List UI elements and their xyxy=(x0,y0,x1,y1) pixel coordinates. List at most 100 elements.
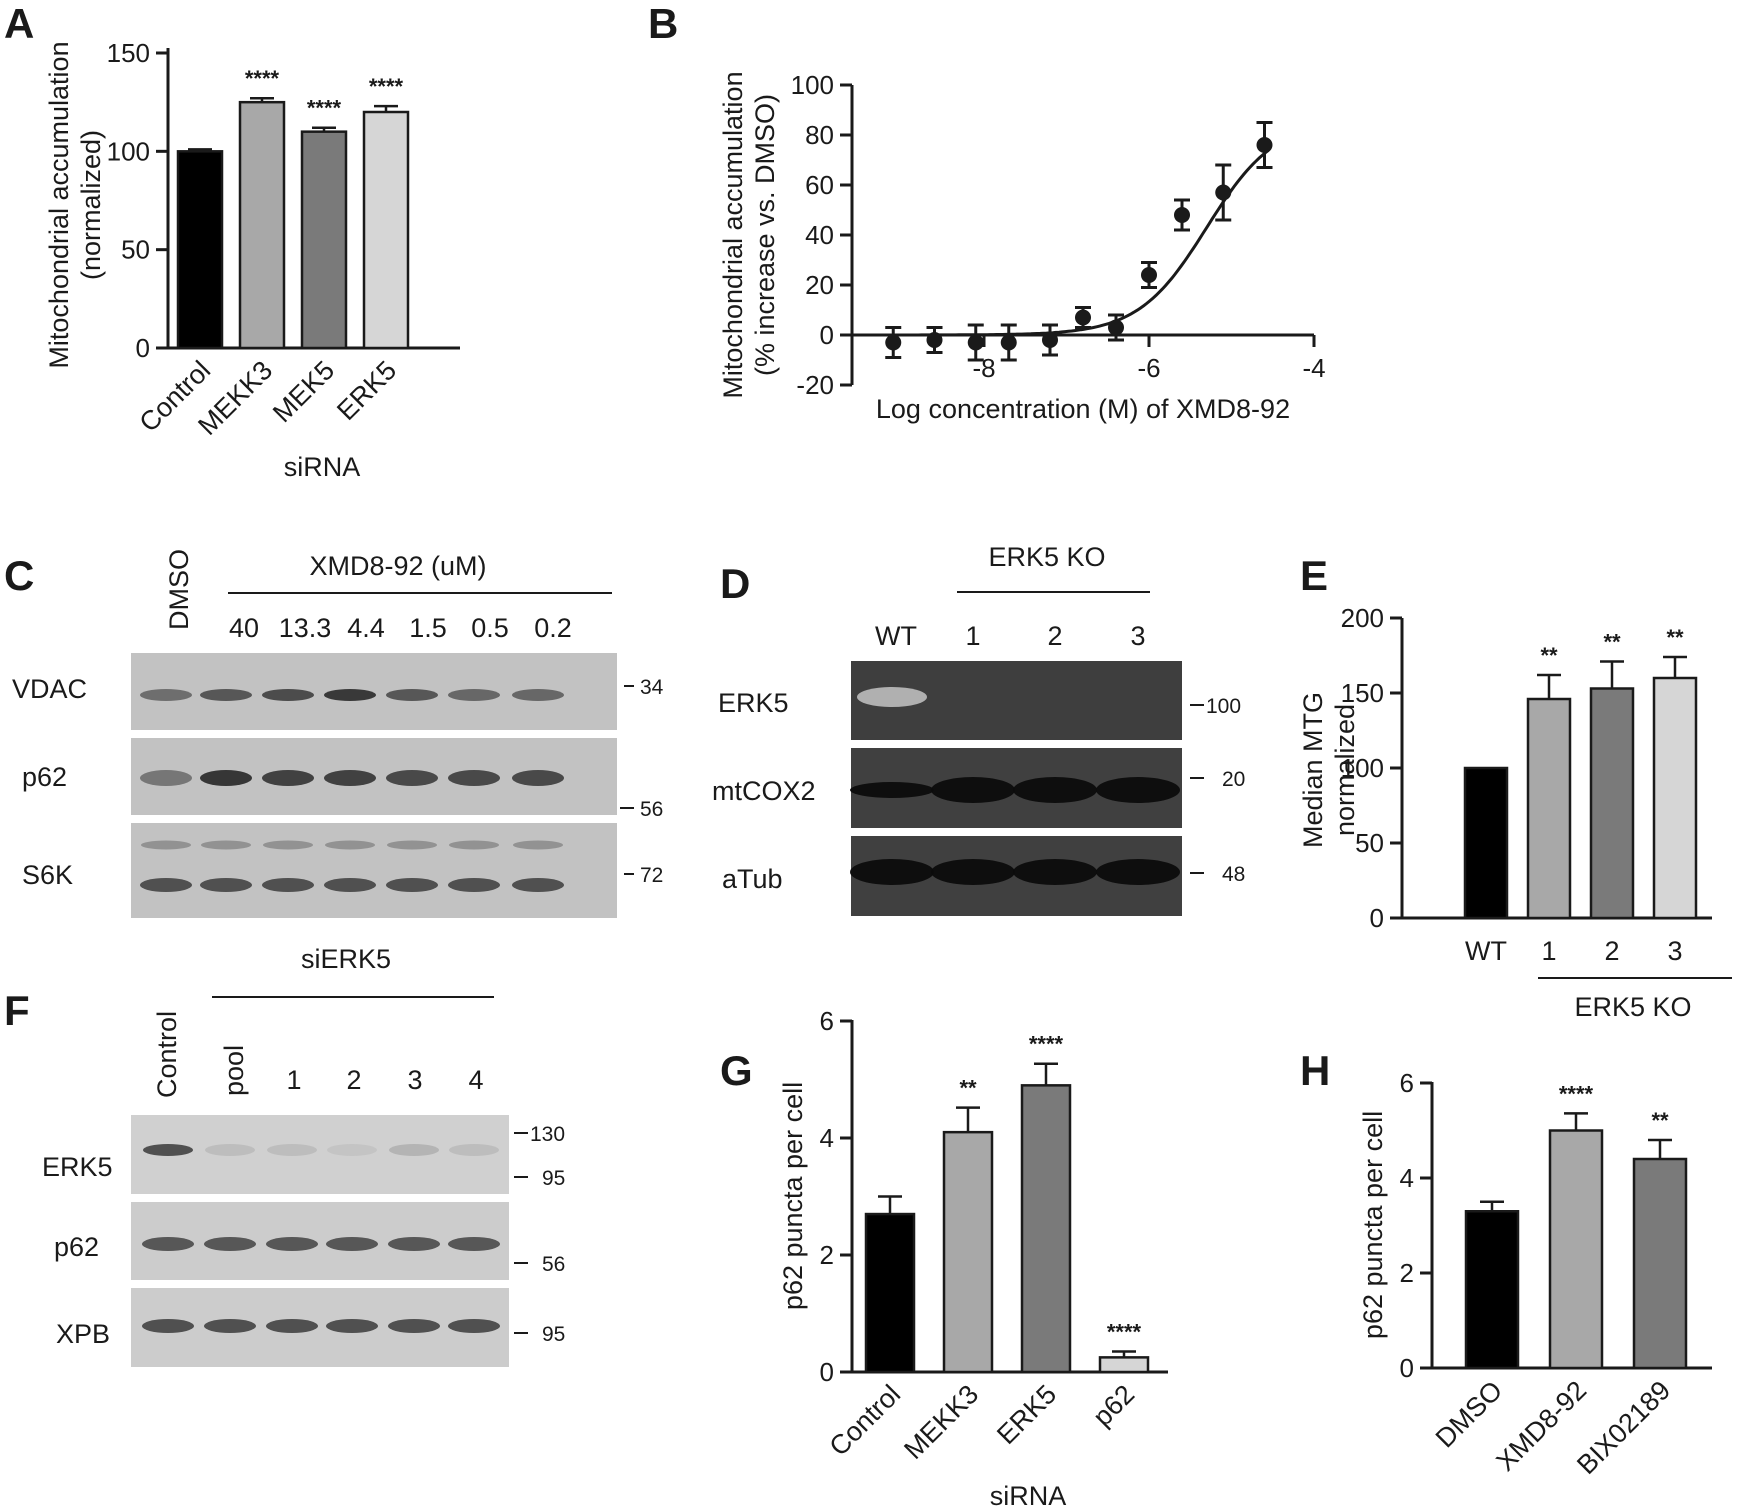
blot-f-group-label: siERK5 xyxy=(301,944,391,974)
blot-f-lane-label: 3 xyxy=(407,1065,422,1095)
chart-h-category-label: BIX02189 xyxy=(1571,1375,1676,1480)
blot-f-band-p62 xyxy=(388,1237,440,1251)
blot-f-band-xpb xyxy=(326,1319,378,1333)
panel-label-b: B xyxy=(648,0,678,47)
blot-d-band-mtcox2 xyxy=(931,777,1015,803)
chart-b-points xyxy=(885,121,1273,362)
chart-e-bar xyxy=(1463,766,1509,920)
chart-b-ylabel-line1: Mitochondrial accumulation xyxy=(718,71,748,398)
blot-c-band-s6k-upper xyxy=(325,840,375,850)
blot-c-marker: 34 xyxy=(640,676,664,699)
chart-a-bar xyxy=(176,150,224,350)
chart-e-significance: ** xyxy=(1540,643,1558,668)
chart-e-y-ticks: 0 50 100 150 200 xyxy=(1341,603,1402,933)
chart-b-ylabel-line2: (% increase vs. DMSO) xyxy=(750,94,780,376)
blot-c-band-s6k-upper xyxy=(387,840,437,850)
blot-d-group-label: ERK5 KO xyxy=(988,542,1105,572)
chart-g-bars: Control ** MEKK3 **** ERK5 **** p62 xyxy=(823,1032,1150,1465)
chart-a-significance: **** xyxy=(307,96,342,121)
chart-e-ylabel-line1: Median MTG xyxy=(1298,692,1328,848)
blot-c-band-p62 xyxy=(140,770,192,786)
blot-f-band-p62 xyxy=(142,1237,194,1251)
chart-g-xlabel: siRNA xyxy=(990,1481,1067,1511)
blot-d-lane-label: WT xyxy=(875,621,917,651)
blot-f-strip-erk5 xyxy=(131,1115,509,1194)
chart-a-significance: **** xyxy=(369,74,404,99)
blot-c-band-vdac xyxy=(512,689,564,701)
chart-a-category-label: ERK5 xyxy=(331,355,402,426)
chart-h-category-label: DMSO xyxy=(1430,1375,1508,1453)
chart-h-bars: DMSO****XMD8-92**BIX02189 xyxy=(1430,1081,1688,1480)
panel-label-d: D xyxy=(720,560,750,607)
blot-f-lane-label: 1 xyxy=(286,1065,301,1095)
blot-c-band-s6k-lower xyxy=(448,878,500,892)
blot-c-band-s6k-lower xyxy=(262,878,314,892)
chart-a-significance: **** xyxy=(245,66,280,91)
blot-d-row-label: mtCOX2 xyxy=(712,776,816,806)
blot-f-band-p62 xyxy=(326,1237,378,1251)
blot-c-band-s6k-upper xyxy=(201,840,251,850)
panel-label-e: E xyxy=(1300,552,1328,599)
blot-d-lane-label: 3 xyxy=(1130,621,1145,651)
chart-g-significance: **** xyxy=(1107,1320,1142,1345)
chart-g-category-label: p62 xyxy=(1087,1379,1140,1432)
chart-b-point xyxy=(926,332,943,348)
panel-label-a: A xyxy=(4,0,34,47)
blot-c-band-p62 xyxy=(262,770,314,786)
blot-c-treatment-label: XMD8-92 (uM) xyxy=(309,551,486,581)
chart-e-category-label: 1 xyxy=(1541,936,1556,966)
blot-d-marker: 20 xyxy=(1222,768,1245,791)
blot-f-band-p62 xyxy=(266,1237,318,1251)
blot-d-band-mtcox2 xyxy=(1013,777,1097,803)
chart-g-ylabel: p62 puncta per cell xyxy=(778,1082,808,1310)
chart-b-point xyxy=(1075,309,1091,326)
chart-e-category-label: 2 xyxy=(1604,936,1619,966)
panel-label-g: G xyxy=(720,1047,753,1094)
chart-e: 0 50 100 150 200 WT ** 1 ** 2 ** 3 Median MTG norm… xyxy=(1298,603,1732,1022)
chart-h-significance: ** xyxy=(1651,1108,1669,1133)
blot-d-marker: 100 xyxy=(1206,695,1241,718)
blot-f-strip-xpb xyxy=(131,1288,509,1367)
chart-b-y-tick-label: 80 xyxy=(805,120,834,150)
blot-d-lane-label: 1 xyxy=(965,621,980,651)
blot-c-lane-label: 1.5 xyxy=(409,613,447,643)
chart-e-y-tick-label: 100 xyxy=(1341,753,1384,783)
blot-f-band-xpb xyxy=(204,1319,256,1333)
blot-c-marker: 56 xyxy=(640,798,663,821)
blot-d-row-label: ERK5 xyxy=(718,688,789,718)
chart-a-y-tick-label: 100 xyxy=(107,136,150,166)
blot-f: Control siERK5 pool 1 2 3 4 ERK5 p62 XPB… xyxy=(42,944,565,1367)
chart-a-ylabel-line2: (normalized) xyxy=(76,130,106,280)
blot-c-band-vdac xyxy=(140,689,192,701)
chart-a-y-tick-label: 0 xyxy=(136,333,150,363)
chart-b-y-tick-label: 0 xyxy=(820,320,834,350)
blot-c-lane-label: 0.5 xyxy=(471,613,509,643)
blot-d-row-label: aTub xyxy=(722,864,783,894)
chart-e-significance: ** xyxy=(1603,630,1621,655)
chart-g-category-label: ERK5 xyxy=(991,1379,1062,1450)
chart-a-y-ticks: 0 50 100 150 xyxy=(107,38,168,363)
chart-b-y-tick-label: 100 xyxy=(791,70,834,100)
chart-b-point xyxy=(1174,207,1190,223)
chart-e-y-tick-label: 200 xyxy=(1341,603,1384,633)
blot-f-row-label: p62 xyxy=(54,1232,99,1262)
chart-a-bar xyxy=(362,110,410,350)
blot-f-marker: 130 xyxy=(530,1123,565,1146)
blot-c-band-vdac xyxy=(200,689,252,701)
blot-f-lane-label: 4 xyxy=(468,1065,483,1095)
chart-g-bar xyxy=(1098,1356,1150,1374)
chart-b-x-tick-label: -4 xyxy=(1302,353,1325,383)
chart-g-y-tick-label: 6 xyxy=(820,1006,834,1036)
blot-c-band-s6k-upper xyxy=(263,840,313,850)
chart-g-bar xyxy=(942,1130,994,1374)
blot-c-lane-label: 0.2 xyxy=(534,613,572,643)
chart-h-bar xyxy=(1632,1157,1688,1370)
chart-b-xlabel: Log concentration (M) of XMD8-92 xyxy=(876,394,1290,424)
blot-c-band-s6k-lower xyxy=(386,878,438,892)
chart-e-category-label: WT xyxy=(1465,936,1507,966)
chart-b-fit-curve xyxy=(893,149,1270,337)
blot-d-band-atub xyxy=(1013,859,1097,885)
chart-e-group-label: ERK5 KO xyxy=(1574,992,1691,1022)
